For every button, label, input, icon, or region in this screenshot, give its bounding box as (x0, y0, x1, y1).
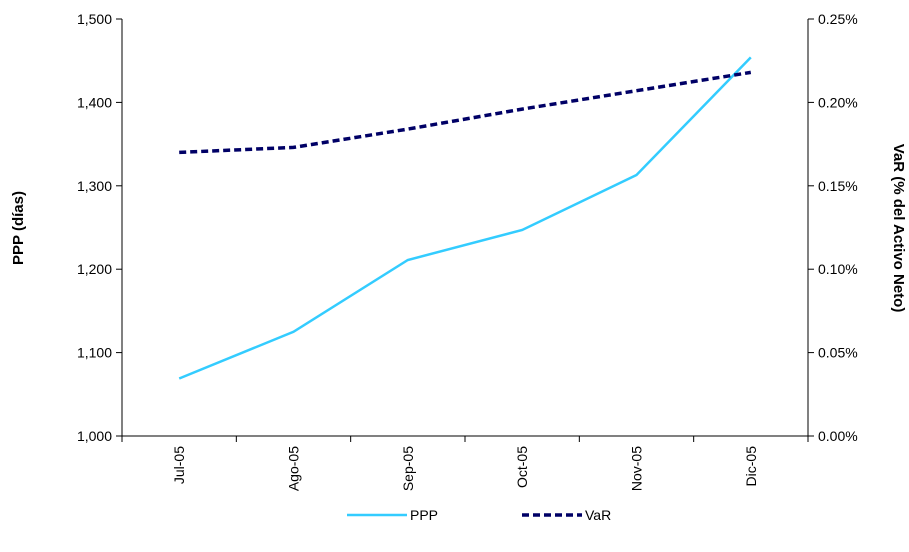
series-layer (178, 56, 752, 380)
left-y-axis-title: PPP (días) (10, 191, 27, 265)
left-y-tick-label: 1,100 (77, 345, 112, 361)
series-line-ppp (178, 56, 752, 380)
left-y-tick-label: 1,300 (77, 178, 112, 194)
x-axis-ticks: Jul-05 Ago-05 Sep-05 Oct-05 Nov-05 Dic-05 (121, 436, 809, 491)
x-tick-label: Sep-05 (400, 446, 416, 491)
series-line-var (179, 70, 752, 155)
left-y-tick-label: 1,200 (77, 261, 112, 277)
x-tick-label: Oct-05 (514, 446, 530, 488)
right-y-tick-label: 0.05% (818, 345, 858, 361)
right-y-axis-ticks: 0.00% 0.05% 0.10% 0.15% 0.20% 0.25% (808, 11, 858, 444)
x-tick-label: Ago-05 (286, 446, 302, 491)
x-tick-label: Nov-05 (629, 446, 645, 491)
left-y-tick-label: 1,500 (77, 11, 112, 27)
legend-label-ppp: PPP (410, 507, 438, 523)
legend-label-var: VaR (585, 507, 611, 523)
chart-axes (121, 19, 809, 437)
left-y-tick-label: 1,400 (77, 94, 112, 110)
left-y-tick-label: 1,000 (77, 428, 112, 444)
x-tick-label: Dic-05 (743, 446, 759, 487)
left-y-axis-ticks: 1,000 1,100 1,200 1,300 1,400 1,500 (77, 11, 122, 444)
x-tick-label: Jul-05 (171, 446, 187, 484)
right-y-tick-label: 0.20% (818, 94, 858, 110)
right-y-tick-label: 0.25% (818, 11, 858, 27)
legend: PPP VaR (347, 507, 611, 523)
right-y-tick-label: 0.10% (818, 261, 858, 277)
right-y-tick-label: 0.00% (818, 428, 858, 444)
right-y-axis-title: VaR (% del Activo Neto) (890, 144, 907, 313)
right-y-tick-label: 0.15% (818, 178, 858, 194)
